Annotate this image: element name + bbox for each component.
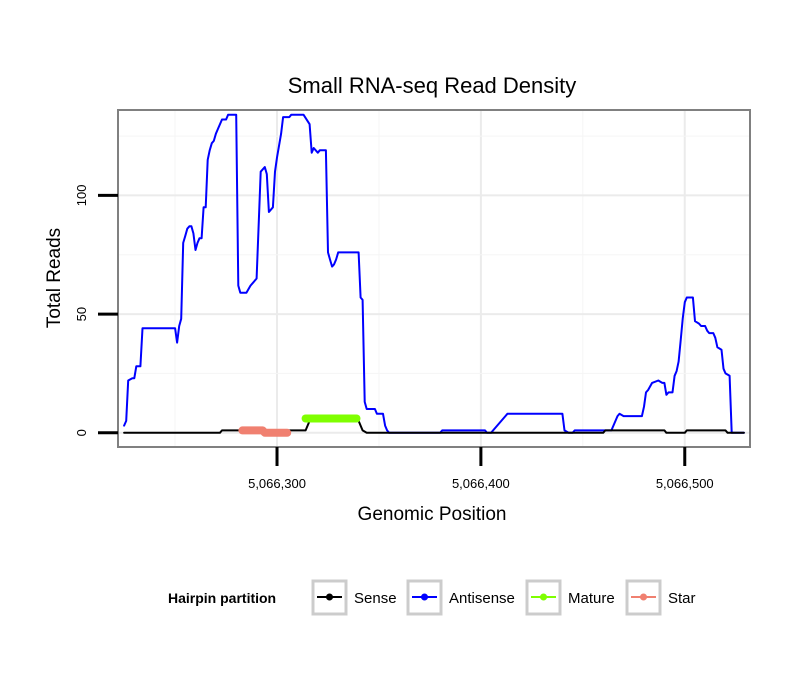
chart-title: Small RNA-seq Read Density: [288, 73, 577, 98]
legend-key-star-dot: [640, 593, 647, 601]
legend-label-mature: Mature: [568, 590, 615, 607]
plot-panel: [118, 110, 750, 447]
y-tick-label: 50: [74, 307, 89, 321]
y-tick-label: 0: [74, 429, 89, 436]
y-axis-title: Total Reads: [44, 228, 65, 328]
series-line-sense: [123, 419, 745, 434]
x-axis: 5,066,300 5,066,400 5,066,500: [248, 447, 714, 491]
x-tick-label: 5,066,500: [656, 476, 714, 491]
legend-label-antisense: Antisense: [449, 590, 515, 607]
x-axis-title: Genomic Position: [358, 504, 507, 525]
legend: Hairpin partition Sense Antisense Mature…: [168, 579, 696, 616]
series-line-antisense: [123, 113, 745, 434]
legend-title: Hairpin partition: [168, 590, 276, 606]
legend-key-mature-dot: [540, 593, 547, 601]
legend-label-sense: Sense: [354, 590, 397, 607]
x-tick-label: 5,066,300: [248, 476, 306, 491]
series-layer: [123, 113, 745, 437]
legend-key-sense-dot: [326, 593, 333, 601]
y-tick-label: 100: [74, 185, 89, 207]
legend-label-star: Star: [668, 590, 696, 607]
x-tick-label: 5,066,400: [452, 476, 510, 491]
plot-border: [117, 109, 751, 448]
y-axis: 0 50 100: [74, 185, 118, 436]
series-line-star: [238, 426, 292, 437]
legend-key-antisense-dot: [421, 593, 428, 601]
